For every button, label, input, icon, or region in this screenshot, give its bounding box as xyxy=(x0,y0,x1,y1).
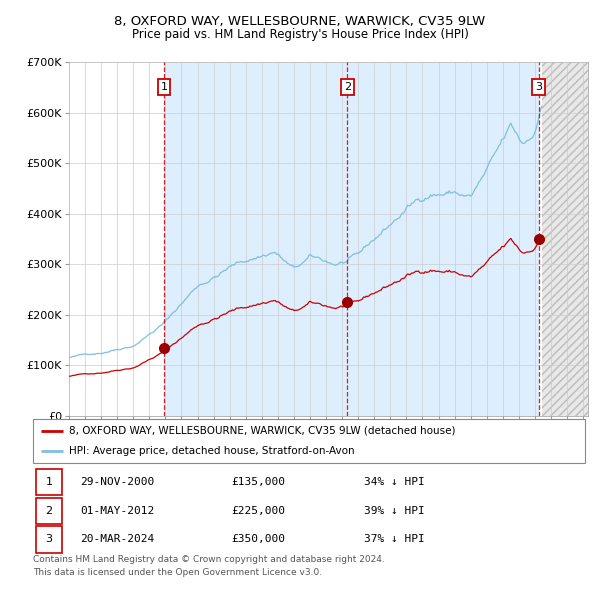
Bar xyxy=(36,497,62,524)
Text: Contains HM Land Registry data © Crown copyright and database right 2024.: Contains HM Land Registry data © Crown c… xyxy=(33,555,385,563)
Bar xyxy=(542,62,591,416)
Text: HPI: Average price, detached house, Stratford-on-Avon: HPI: Average price, detached house, Stra… xyxy=(69,446,355,456)
Bar xyxy=(36,468,62,495)
Text: 01-MAY-2012: 01-MAY-2012 xyxy=(80,506,154,516)
Text: 37% ↓ HPI: 37% ↓ HPI xyxy=(364,535,425,545)
Text: This data is licensed under the Open Government Licence v3.0.: This data is licensed under the Open Gov… xyxy=(33,568,322,576)
Text: 3: 3 xyxy=(46,535,53,545)
Text: 34% ↓ HPI: 34% ↓ HPI xyxy=(364,477,425,487)
Text: Price paid vs. HM Land Registry's House Price Index (HPI): Price paid vs. HM Land Registry's House … xyxy=(131,28,469,41)
Text: 2: 2 xyxy=(344,82,351,92)
Text: 1: 1 xyxy=(160,82,167,92)
Text: 2: 2 xyxy=(46,506,53,516)
Text: £135,000: £135,000 xyxy=(232,477,286,487)
Text: 20-MAR-2024: 20-MAR-2024 xyxy=(80,535,154,545)
Bar xyxy=(36,526,62,552)
Text: 39% ↓ HPI: 39% ↓ HPI xyxy=(364,506,425,516)
Text: 3: 3 xyxy=(535,82,542,92)
Text: 29-NOV-2000: 29-NOV-2000 xyxy=(80,477,154,487)
Bar xyxy=(164,62,539,416)
Bar xyxy=(542,62,591,416)
Text: 8, OXFORD WAY, WELLESBOURNE, WARWICK, CV35 9LW: 8, OXFORD WAY, WELLESBOURNE, WARWICK, CV… xyxy=(115,15,485,28)
Text: £225,000: £225,000 xyxy=(232,506,286,516)
Text: 8, OXFORD WAY, WELLESBOURNE, WARWICK, CV35 9LW (detached house): 8, OXFORD WAY, WELLESBOURNE, WARWICK, CV… xyxy=(69,426,455,436)
Text: 1: 1 xyxy=(46,477,53,487)
Text: £350,000: £350,000 xyxy=(232,535,286,545)
